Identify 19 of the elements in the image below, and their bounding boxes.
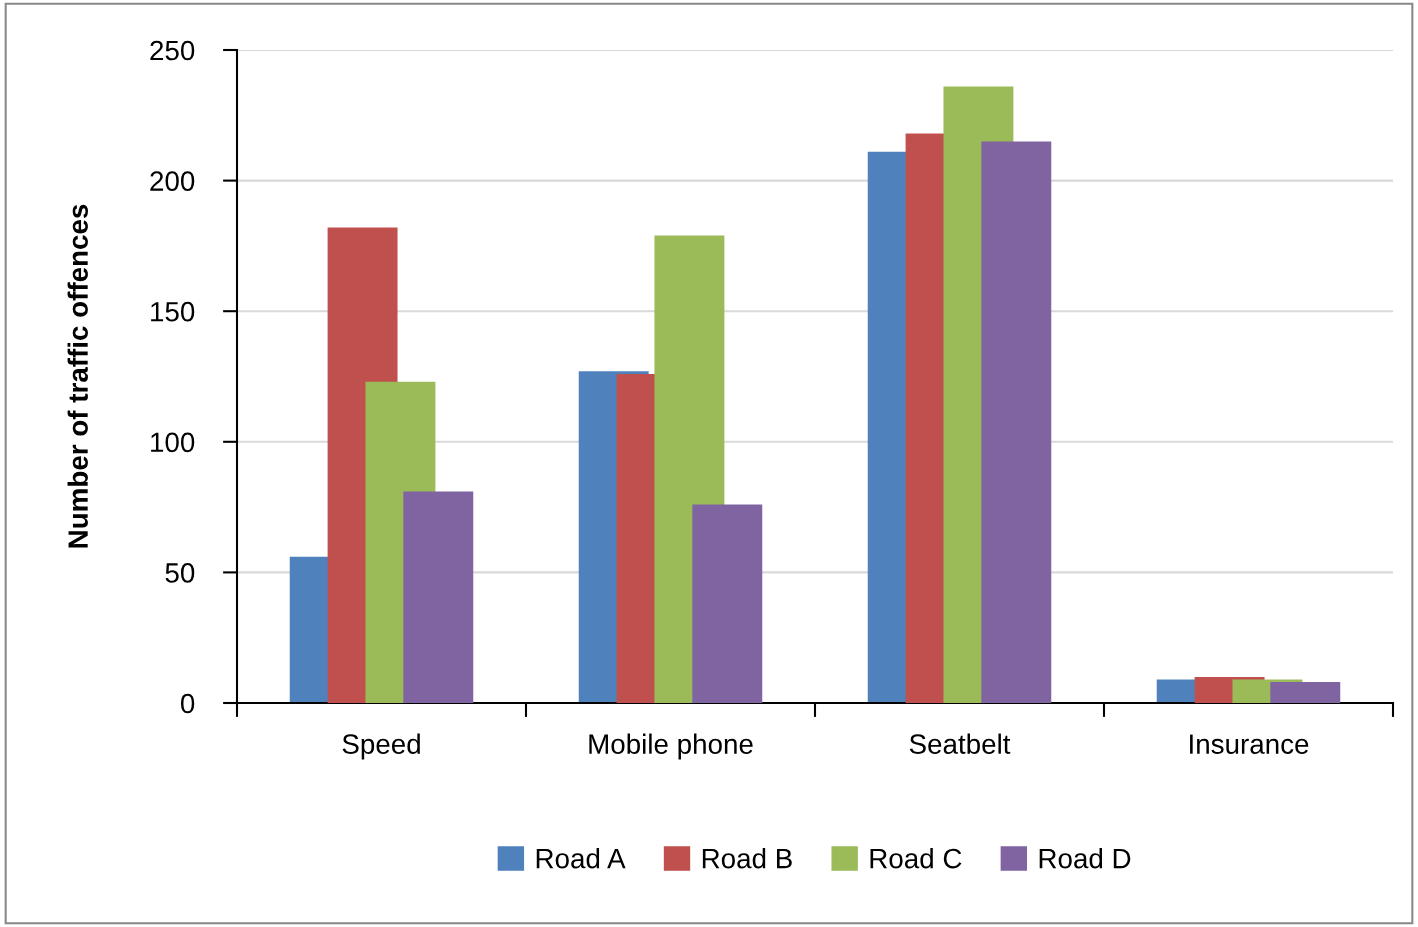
y-tick-label: 0 — [180, 693, 195, 714]
legend-label: Road A — [536, 848, 626, 869]
x-tick-label: Mobile phone — [589, 733, 753, 760]
bar — [692, 504, 763, 703]
y-axis-title: Number of traffic offences — [67, 204, 88, 548]
y-tick-label: 50 — [165, 563, 195, 583]
y-tick-label: 150 — [151, 301, 195, 322]
legend-label: Road D — [1039, 848, 1131, 869]
y-tick-label: 200 — [150, 171, 195, 191]
y-tick-label: 250 — [150, 40, 195, 61]
y-tick-label: 100 — [151, 432, 195, 453]
bar — [403, 491, 474, 703]
bar — [1270, 682, 1341, 703]
x-tick-label: Seatbelt — [909, 733, 1011, 754]
x-tick-label: Speed — [342, 733, 420, 760]
legend-label: Road B — [702, 848, 792, 869]
x-tick-label: Insurance — [1190, 734, 1309, 754]
legend-label: Road C — [870, 848, 962, 869]
bar — [981, 141, 1052, 703]
